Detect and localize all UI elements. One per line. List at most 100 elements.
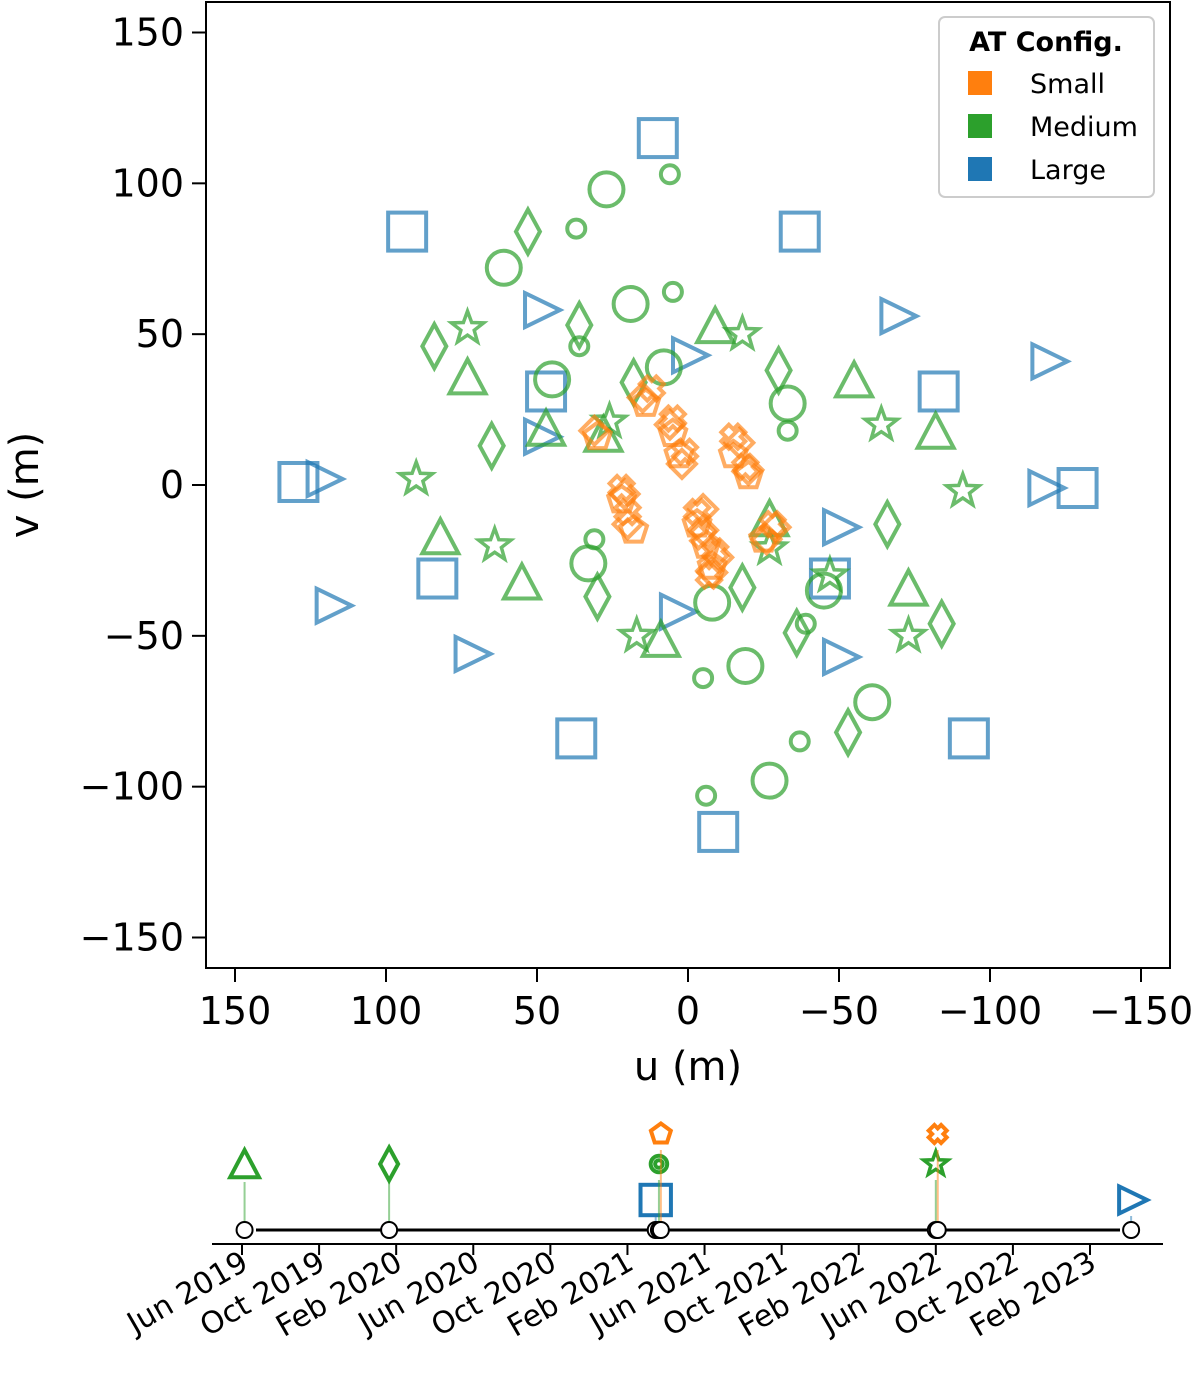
legend-swatch-medium	[968, 114, 992, 138]
point-square-large-4	[778, 210, 821, 253]
point-square-large-6	[277, 460, 320, 503]
point-star-medium-0	[446, 305, 489, 347]
point-square-large-9	[917, 370, 960, 413]
point-square-large-10	[525, 370, 568, 413]
point-x-cross-small-3	[730, 452, 761, 482]
point-triangle-up-medium-5	[887, 566, 930, 607]
point-circle-medium-11	[569, 544, 608, 583]
point-triangle-right-large-6	[453, 633, 496, 675]
point-small-circle-medium-2	[565, 217, 588, 240]
point-triangle-up-medium-7	[419, 515, 462, 556]
point-triangle-up-medium-1	[639, 617, 683, 658]
point-triangle-right-large-5	[314, 585, 357, 626]
timeline-event-dot	[928, 1221, 947, 1239]
point-diamond-medium-6	[477, 419, 506, 472]
point-diamond-medium-7	[873, 498, 902, 551]
point-x-cross-small-11	[688, 521, 718, 552]
point-star-medium-4	[941, 468, 984, 509]
point-triangle-right-large-2	[1030, 341, 1072, 382]
timeline-event-diamond	[377, 1143, 401, 1185]
point-triangle-right-large-11	[658, 591, 701, 632]
timeline-event-double-circle-inner	[653, 1158, 665, 1170]
point-small-circle-medium-0	[658, 163, 681, 186]
legend-box	[938, 16, 1155, 198]
point-small-circle-medium-4	[661, 280, 684, 303]
point-diamond-medium-9	[782, 606, 811, 659]
point-diamond-medium-2	[420, 320, 449, 373]
timeline-event-dot	[380, 1221, 399, 1239]
point-square-large-1	[697, 810, 740, 853]
point-circle-medium-1	[750, 761, 789, 800]
point-pentagon-small-3	[717, 438, 749, 469]
point-triangle-right-large-7	[822, 636, 864, 678]
point-diamond-medium-3	[927, 597, 956, 650]
legend-swatch-large	[968, 157, 992, 181]
point-triangle-up-medium-0	[693, 303, 737, 345]
point-triangle-right-large-1	[879, 295, 921, 337]
point-x-cross-small-0	[636, 373, 667, 404]
point-triangle-up-medium-10	[582, 412, 625, 453]
point-small-circle-medium-9	[583, 528, 606, 551]
point-triangle-up-medium-4	[446, 355, 489, 396]
point-circle-medium-5	[726, 647, 765, 685]
point-x-cross-small-8	[700, 536, 731, 567]
timeline-event-square	[638, 1182, 673, 1218]
point-triangle-right-large-9	[822, 507, 864, 548]
point-star-medium-6	[615, 613, 658, 654]
legend-label-large: Large	[1030, 155, 1106, 186]
point-diamond-medium-8	[583, 570, 612, 623]
timeline-event-double-circle	[648, 1153, 670, 1175]
point-pentagon-small-10	[663, 438, 695, 469]
point-circle-medium-10	[768, 384, 807, 423]
point-star-medium-3	[395, 456, 438, 497]
point-x-cross-small-9	[694, 560, 724, 591]
legend-label-small: Small	[1030, 69, 1105, 100]
point-circle-medium-9	[693, 583, 732, 622]
point-circle-medium-0	[587, 170, 626, 209]
timeline-event-x-cross	[925, 1122, 950, 1146]
x-tick-label: 50	[513, 989, 561, 1033]
y-tick-label: −50	[104, 614, 184, 658]
point-star-medium-10	[808, 553, 851, 594]
x-axis-ticks: 150 100 50 0 −50 −100 −150	[199, 968, 1193, 1033]
point-diamond-medium-5	[764, 344, 793, 397]
point-x-cross-small-4	[606, 473, 637, 503]
y-tick-label: 150	[111, 11, 184, 55]
point-diamond-medium-1	[833, 706, 863, 759]
timeline-event-dot	[1122, 1221, 1141, 1239]
point-square-large-8	[416, 557, 459, 600]
timeline-event-dot	[235, 1221, 254, 1239]
x-axis-label: u (m)	[634, 1044, 742, 1090]
y-tick-label: 100	[111, 161, 184, 205]
point-small-circle-medium-3	[788, 730, 811, 753]
scatter-points	[277, 117, 1099, 853]
x-tick-label: −150	[1089, 989, 1193, 1033]
point-pentagon-small-0	[581, 420, 614, 451]
point-x-cross-small-5	[682, 497, 712, 527]
legend-title: AT Config.	[969, 27, 1123, 58]
point-small-circle-medium-8	[794, 612, 817, 635]
point-star-medium-2	[860, 402, 903, 443]
point-square-large-7	[1056, 467, 1099, 510]
point-x-cross-small-10	[670, 436, 700, 467]
point-triangle-right-large-4	[1027, 467, 1069, 509]
point-triangle-right-large-3	[305, 458, 348, 500]
x-tick-label: 100	[350, 989, 423, 1033]
y-tick-label: 50	[136, 312, 184, 356]
x-tick-label: −50	[799, 989, 879, 1033]
point-circle-medium-2	[484, 248, 523, 287]
point-triangle-up-medium-2	[832, 358, 876, 399]
point-square-large-2	[386, 210, 429, 253]
x-tick-label: 0	[676, 989, 700, 1033]
point-x-cross-small-7	[757, 509, 788, 540]
y-tick-label: 0	[160, 463, 184, 507]
point-star-medium-7	[887, 613, 930, 654]
legend: AT Config. Small Medium Large	[938, 16, 1155, 198]
timeline-event-triangle-right	[1117, 1183, 1152, 1217]
point-triangle-up-medium-3	[500, 560, 544, 601]
point-x-cross-small-2	[718, 421, 749, 452]
